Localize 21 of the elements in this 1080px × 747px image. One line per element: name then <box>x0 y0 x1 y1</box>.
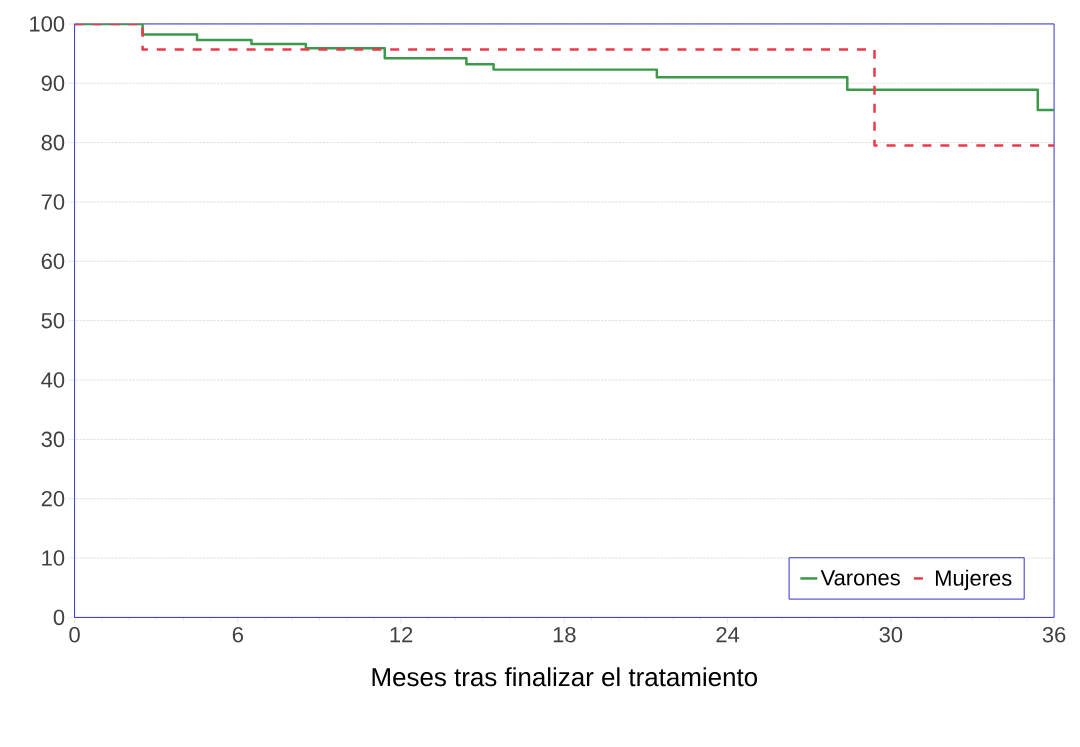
legend-label: Mujeres <box>935 569 1012 591</box>
y-tick-label: 90 <box>41 75 65 92</box>
y-tick-label: 50 <box>41 312 65 329</box>
x-tick-label: 0 <box>69 626 80 643</box>
y-tick-label: 40 <box>41 372 65 388</box>
y-tick-label: 10 <box>42 550 65 566</box>
x-tick-label: 30 <box>879 626 903 643</box>
x-axis-title: Meses tras finalizar el tratamiento <box>372 667 758 687</box>
legend-label: Varones <box>820 570 900 586</box>
x-tick-label: 6 <box>232 626 243 643</box>
y-tick-label: 80 <box>41 134 65 151</box>
y-tick-label: 30 <box>41 431 65 448</box>
x-tick-label: 18 <box>553 626 576 643</box>
x-tick-label: 24 <box>716 626 740 643</box>
y-tick-label: 60 <box>41 253 65 270</box>
y-tick-label: 70 <box>41 194 65 210</box>
y-tick-label: 100 <box>30 16 65 32</box>
x-tick-label: 12 <box>390 626 413 643</box>
x-tick-label: 36 <box>1042 626 1066 643</box>
y-tick-label: 20 <box>41 490 65 507</box>
y-tick-label: 0 <box>53 609 65 626</box>
